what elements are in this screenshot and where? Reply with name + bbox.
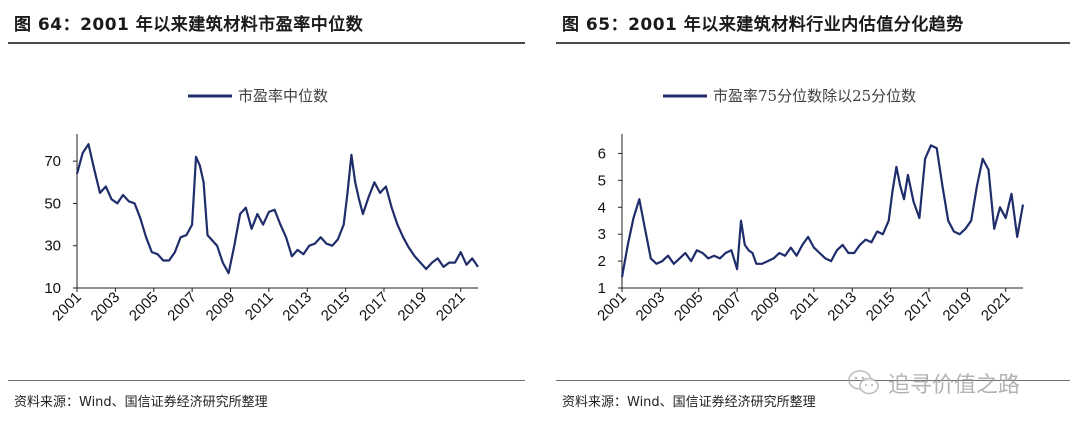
wechat-icon — [848, 370, 879, 395]
chart-panel-right: 图 65：2001 年以来建筑材料行业内估值分化趋势 市盈率75分位数除以25分… — [548, 0, 1080, 434]
x-tick-label: 2009 — [203, 289, 239, 325]
x-tick-label: 2011 — [242, 289, 277, 324]
figure-title: 图 64：2001 年以来建筑材料市盈率中位数 — [14, 15, 364, 35]
x-tick-label: 2017 — [356, 289, 392, 325]
legend-label: 市盈率75分位数除以25分位数 — [713, 87, 916, 105]
x-tick-label: 2007 — [164, 289, 200, 325]
x-tick-label: 2005 — [126, 289, 162, 325]
y-tick-label: 6 — [598, 145, 606, 162]
y-tick-label: 3 — [598, 226, 606, 243]
x-tick-label: 2009 — [748, 289, 784, 325]
y-tick-label: 1 — [598, 280, 606, 297]
x-tick-label: 2003 — [633, 289, 669, 325]
source-note: 资料来源：Wind、国信证券经济研究所整理 — [562, 395, 816, 410]
source-note: 资料来源：Wind、国信证券经济研究所整理 — [14, 395, 268, 410]
x-tick-label: 2019 — [940, 289, 976, 325]
chart-panel-left: 图 64：2001 年以来建筑材料市盈率中位数 市盈率中位数 10 30 50 70 20… — [0, 0, 535, 434]
watermark: 追寻价值之路 — [848, 368, 1020, 398]
x-tick-label: 2003 — [88, 289, 124, 325]
source-rule — [8, 380, 525, 381]
y-tick-label: 50 — [44, 195, 61, 212]
x-tick-label: 2019 — [395, 289, 431, 325]
legend-label: 市盈率中位数 — [238, 87, 328, 105]
legend: 市盈率75分位数除以25分位数 — [663, 87, 916, 105]
title-rule — [556, 42, 1070, 44]
x-tick-label: 2007 — [709, 289, 745, 325]
y-tick-label: 30 — [44, 238, 61, 255]
x-tick-label: 2005 — [671, 289, 707, 325]
watermark-text: 追寻价值之路 — [888, 373, 1021, 398]
x-tick-label: 2015 — [318, 289, 354, 325]
y-tick-label: 10 — [44, 280, 61, 297]
x-tick-label: 2017 — [901, 289, 937, 325]
legend: 市盈率中位数 — [188, 87, 328, 105]
title-rule — [8, 42, 525, 44]
series-line — [620, 144, 1025, 278]
y-tick-label: 2 — [598, 253, 606, 270]
x-tick-label: 2013 — [824, 289, 860, 325]
y-tick-label: 5 — [598, 172, 606, 189]
y-tick-label: 70 — [44, 153, 61, 170]
x-tick-label: 2011 — [787, 289, 822, 324]
figure-title: 图 65：2001 年以来建筑材料行业内估值分化趋势 — [562, 15, 964, 35]
x-tick-label: 2021 — [978, 289, 1014, 325]
x-tick-label: 2013 — [279, 289, 315, 325]
x-tick-label: 2021 — [433, 289, 469, 325]
series-line — [75, 143, 479, 275]
x-tick-label: 2015 — [863, 289, 899, 325]
y-tick-label: 4 — [598, 199, 606, 216]
source-rule — [556, 380, 1070, 381]
